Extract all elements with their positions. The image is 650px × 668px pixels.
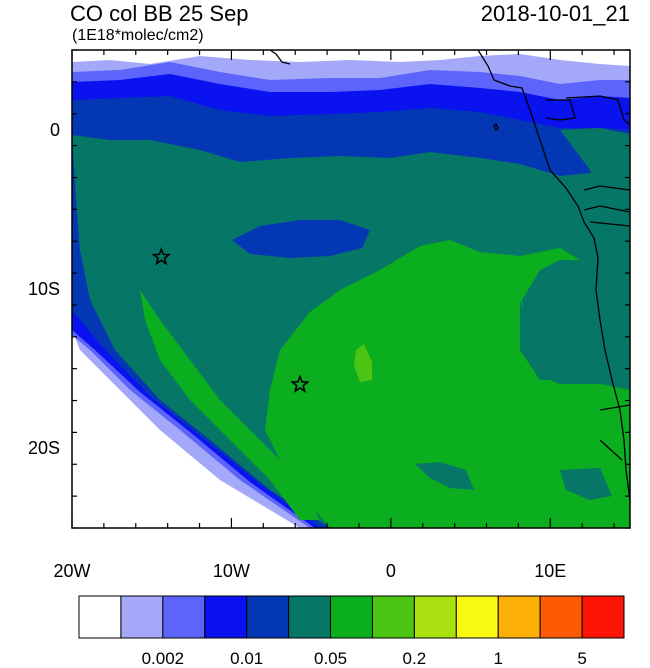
- blob-dark-blue: [232, 220, 370, 258]
- colorbar-box: [539, 595, 583, 639]
- streak-teal: [560, 468, 612, 500]
- colorbar-label: 0.002: [141, 649, 185, 668]
- colorbar-box: [288, 595, 332, 639]
- colorbar-box: [246, 595, 290, 639]
- colorbar-box: [371, 595, 415, 639]
- x-tick-label: 10E: [534, 561, 567, 581]
- coastlines: [269, 50, 630, 501]
- colorbar-box: [413, 595, 457, 639]
- colorbar-label: 0.2: [402, 649, 427, 668]
- star-marker: [151, 246, 172, 266]
- colorbar-box: [78, 595, 122, 639]
- land-teal: [522, 128, 630, 390]
- station-markers: [151, 246, 310, 393]
- plot-frame: [71, 49, 631, 529]
- y-tick-label: 0: [49, 119, 60, 140]
- colorbar-box: [162, 595, 206, 639]
- y-tick-label: 10S: [27, 279, 60, 299]
- datetime-label: 2018-10-01_21: [480, 1, 630, 26]
- colorbar-label: 1: [493, 649, 503, 668]
- units-label: (1E18*molec/cm2): [72, 27, 204, 44]
- colorbar-label: 0.01: [230, 649, 264, 668]
- colorbar-box: [330, 595, 373, 639]
- streak-teal: [415, 462, 474, 490]
- colorbar-label: 5: [577, 649, 587, 668]
- colorbar-box: [581, 595, 625, 639]
- colorbar-box: [204, 595, 248, 639]
- colorbar-box: [497, 595, 541, 639]
- star-marker: [290, 374, 310, 393]
- stripe-green: [140, 290, 320, 520]
- axis-ticks: [71, 49, 630, 529]
- y-tick-label: 20S: [27, 438, 60, 459]
- colorbar-box: [120, 595, 164, 639]
- colorbar: [78, 595, 625, 639]
- concentration-field: [72, 50, 630, 528]
- x-tick-label: 20W: [53, 561, 91, 581]
- x-tick-label: 0: [385, 561, 396, 581]
- x-tick-label: 10W: [212, 561, 250, 581]
- map-title: CO col BB 25 Sep: [70, 1, 249, 26]
- colorbar-box: [455, 595, 499, 639]
- spot-light-green: [354, 344, 372, 382]
- colorbar-label: 0.05: [313, 649, 348, 668]
